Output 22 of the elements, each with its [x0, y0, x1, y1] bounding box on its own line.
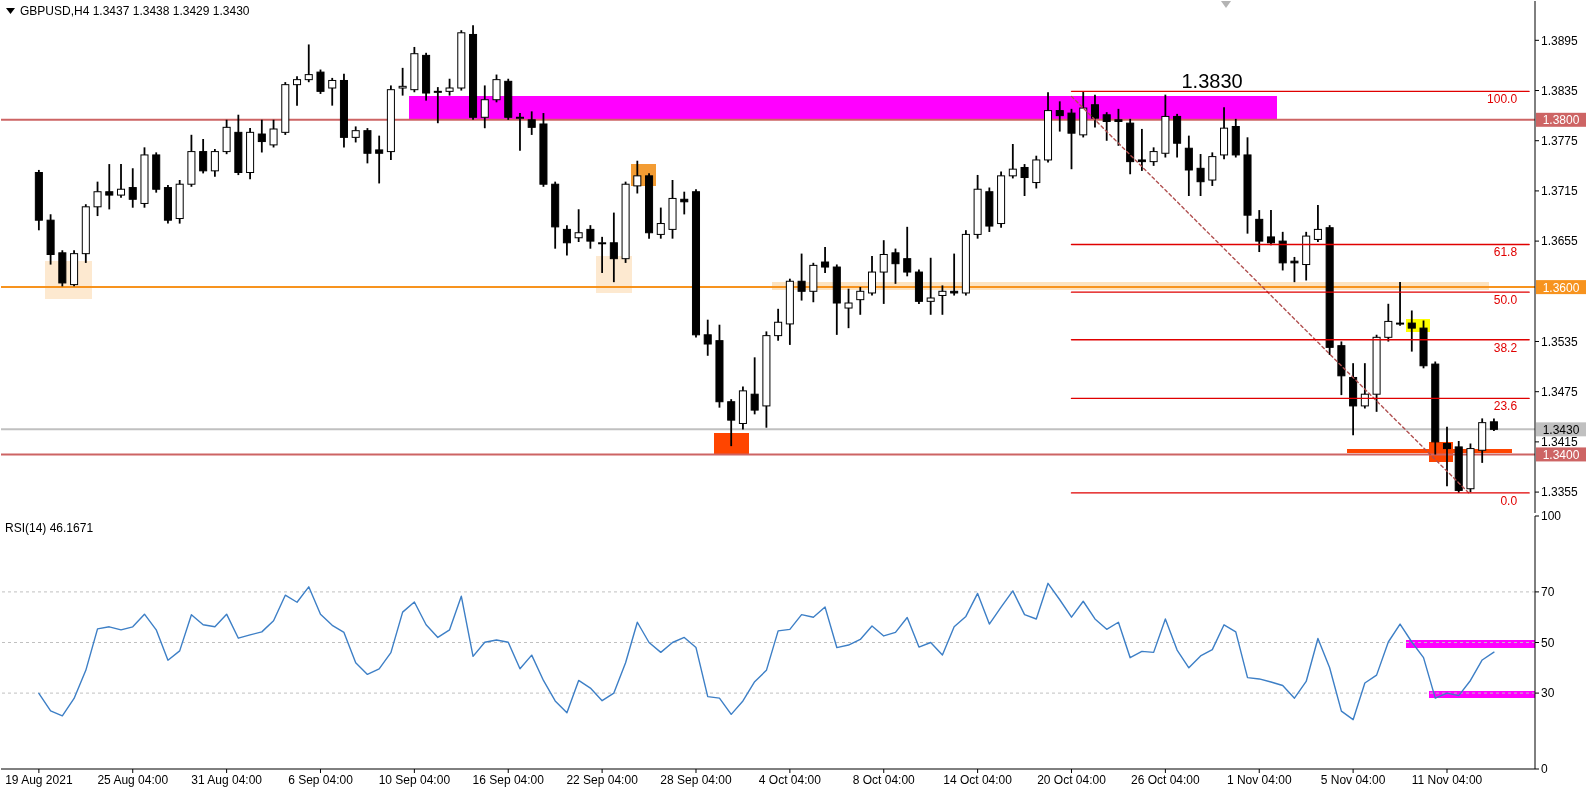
x-tick-label: 10 Sep 04:00	[378, 772, 451, 787]
y-tick-label: 70	[1541, 585, 1555, 600]
x-tick-label: 19 Aug 2021	[5, 772, 73, 787]
x-tick-label: 8 Oct 04:00	[852, 772, 916, 787]
x-tick-label: 28 Sep 04:00	[660, 772, 733, 787]
x-tick-label: 26 Oct 04:00	[1131, 772, 1201, 787]
y-tick-label: 100	[1541, 509, 1562, 524]
x-tick-label: 16 Sep 04:00	[472, 772, 545, 787]
y-tick-label: 30	[1541, 686, 1555, 701]
x-tick-label: 6 Sep 04:00	[288, 772, 354, 787]
x-tick-label: 20 Oct 04:00	[1037, 772, 1107, 787]
y-tick-label: 50	[1541, 635, 1555, 650]
x-tick-label: 1 Nov 04:00	[1226, 772, 1292, 787]
x-tick-label: 5 Nov 04:00	[1320, 772, 1386, 787]
x-tick-label: 14 Oct 04:00	[943, 772, 1013, 787]
chart-title: RSI(14) 46.1671	[5, 521, 94, 535]
x-tick-label: 22 Sep 04:00	[566, 772, 639, 787]
x-tick-label: 25 Aug 04:00	[97, 772, 169, 787]
y-tick-label: 0	[1541, 762, 1548, 777]
x-tick-label: 31 Aug 04:00	[191, 772, 263, 787]
x-tick-label: 4 Oct 04:00	[758, 772, 822, 787]
x-tick-label: 11 Nov 04:00	[1411, 772, 1483, 787]
